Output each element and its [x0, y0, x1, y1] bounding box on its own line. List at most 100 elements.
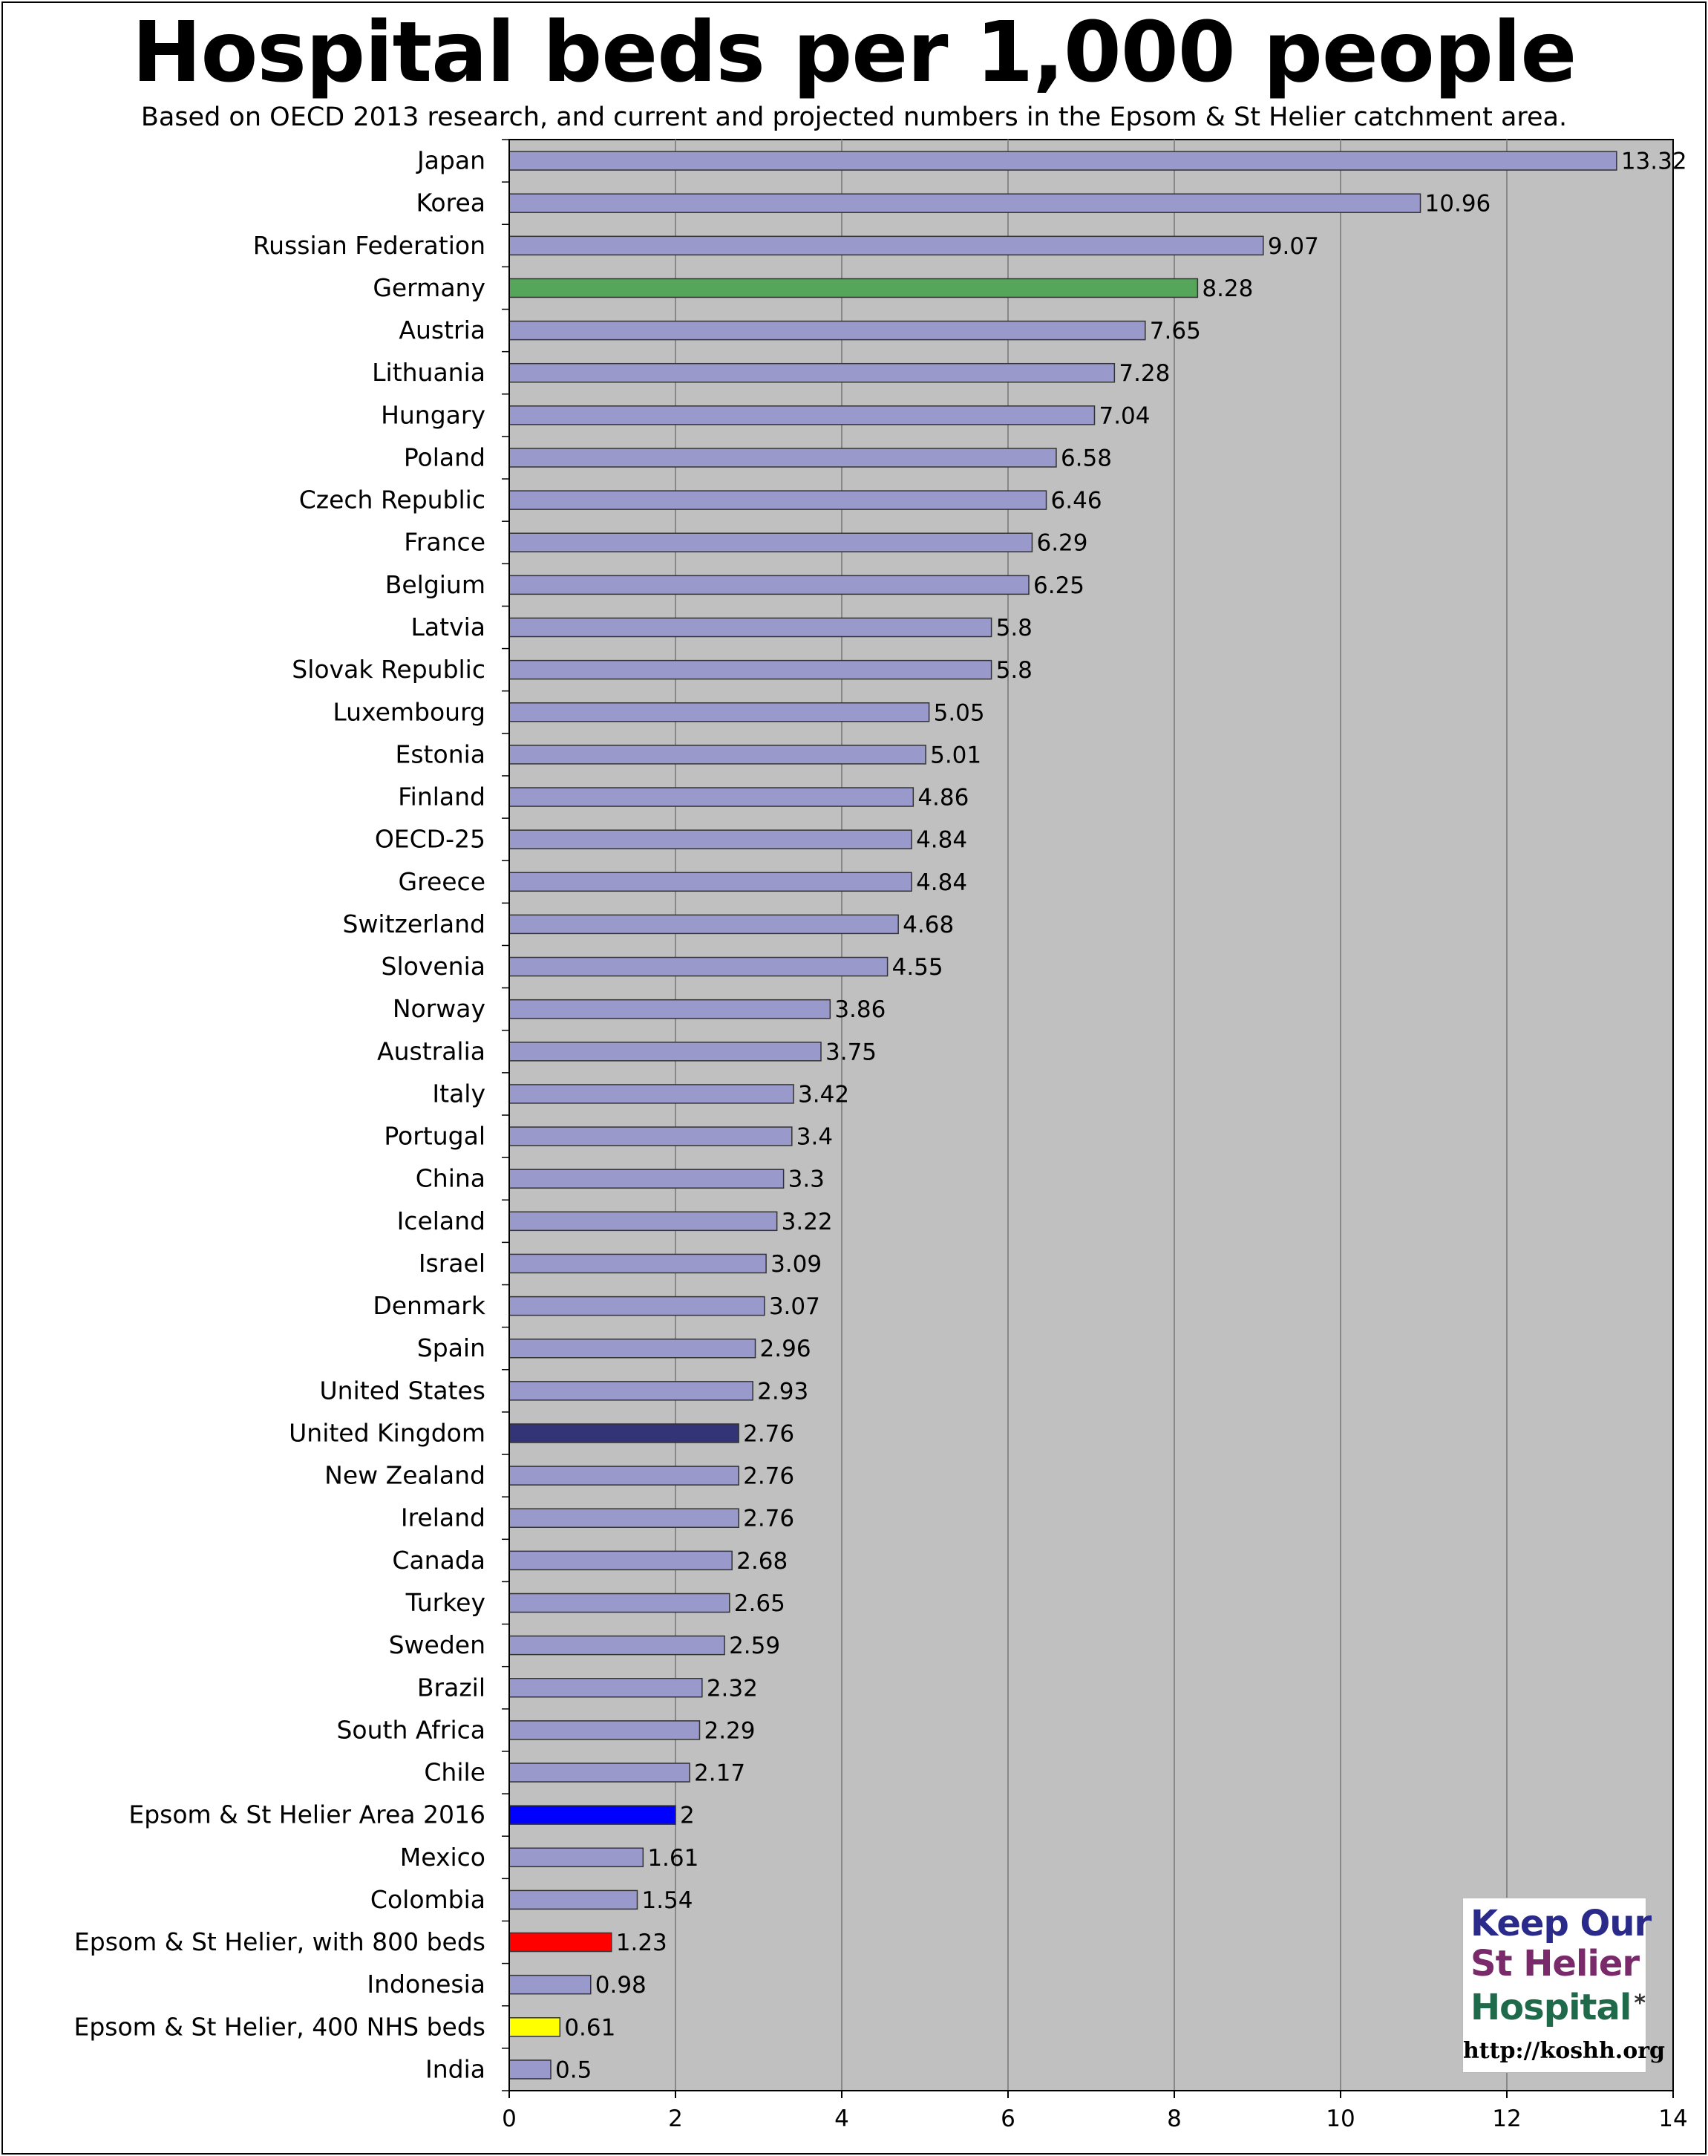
logo-asterisk: * — [1634, 1990, 1646, 2016]
value-label: 0.98 — [595, 1972, 647, 1999]
category-label: Germany — [373, 273, 485, 302]
value-label: 4.84 — [916, 869, 967, 896]
category-label: Japan — [416, 146, 485, 175]
value-label: 1.23 — [616, 1930, 667, 1956]
category-label: United States — [320, 1376, 485, 1405]
bar-iceland — [508, 1211, 778, 1232]
bar-russian-federation — [508, 235, 1264, 256]
logo-line-3: Hospital * — [1470, 1984, 1646, 2027]
value-label: 4.86 — [917, 785, 969, 811]
bar-china — [508, 1169, 785, 1189]
category-label: Israel — [419, 1249, 485, 1278]
bar-israel — [508, 1253, 767, 1274]
category-label: Chile — [424, 1758, 485, 1787]
bar-germany — [508, 278, 1199, 298]
value-label: 5.8 — [996, 615, 1033, 641]
category-label: Czech Republic — [299, 486, 485, 514]
value-label: 9.07 — [1268, 233, 1319, 260]
category-label: France — [404, 528, 485, 557]
category-label: Epsom & St Helier, 400 NHS beds — [73, 2012, 485, 2041]
category-label: Poland — [404, 442, 485, 471]
value-label: 3.22 — [782, 1209, 833, 1235]
category-label: Slovak Republic — [292, 655, 485, 684]
bar-poland — [508, 448, 1057, 468]
value-label: 2.93 — [757, 1378, 808, 1405]
category-label: Ireland — [401, 1503, 485, 1532]
category-label: Canada — [392, 1546, 485, 1575]
bar-new-zealand — [508, 1466, 739, 1486]
chart-title: Hospital beds per 1,000 people — [131, 4, 1577, 101]
bar-epsom-st-helier-area-2016 — [508, 1805, 676, 1825]
bar-spain — [508, 1338, 756, 1359]
bar-japan — [508, 151, 1617, 171]
value-label: 2.76 — [743, 1506, 794, 1532]
category-label: United Kingdom — [289, 1418, 485, 1447]
category-label: Iceland — [397, 1206, 485, 1235]
value-label: 3.4 — [796, 1124, 833, 1151]
category-label: Finland — [398, 783, 485, 811]
category-label: India — [425, 2054, 485, 2083]
value-label: 6.29 — [1036, 530, 1087, 557]
value-label: 0.5 — [555, 2057, 592, 2083]
category-label: Hungary — [381, 400, 485, 429]
category-label: Greece — [399, 867, 485, 896]
value-label: 2.68 — [736, 1548, 788, 1575]
plot-area — [508, 139, 1674, 2091]
bar-luxembourg — [508, 702, 930, 722]
value-label: 7.65 — [1150, 318, 1201, 344]
x-tick-label: 6 — [1001, 2106, 1015, 2132]
bar-czech-republic — [508, 490, 1047, 510]
value-label: 13.32 — [1621, 148, 1687, 175]
category-label: Estonia — [396, 739, 485, 768]
value-label: 8.28 — [1202, 275, 1253, 302]
category-label: Lithuania — [372, 358, 485, 387]
value-label: 6.25 — [1033, 572, 1084, 599]
category-label: Luxembourg — [333, 697, 485, 726]
bar-ireland — [508, 1508, 739, 1528]
category-label: Epsom & St Helier, with 800 beds — [74, 1927, 485, 1956]
bar-turkey — [508, 1592, 730, 1613]
bar-latvia — [508, 617, 992, 638]
bar-korea — [508, 193, 1421, 213]
value-label: 2.59 — [729, 1633, 780, 1659]
category-label: Brazil — [417, 1673, 485, 1702]
bar-portugal — [508, 1126, 793, 1146]
x-tick-label: 8 — [1167, 2106, 1182, 2132]
category-label: Denmark — [373, 1291, 486, 1320]
value-label: 3.09 — [770, 1251, 822, 1278]
category-label: Sweden — [389, 1630, 485, 1659]
bar-belgium — [508, 575, 1030, 595]
bar-austria — [508, 320, 1146, 341]
category-label: Austria — [399, 316, 485, 344]
chart-subtitle: Based on OECD 2013 research, and current… — [140, 102, 1568, 132]
bar-lithuania — [508, 362, 1116, 383]
koshh-logo: Keep Our St Helier Hospital * http://kosh… — [1462, 1898, 1665, 2073]
category-label: Switzerland — [343, 909, 486, 938]
category-label: New Zealand — [324, 1461, 485, 1490]
category-label: Norway — [393, 994, 485, 1023]
value-label: 5.01 — [930, 742, 981, 768]
category-label: Belgium — [385, 570, 485, 599]
category-label: Portugal — [384, 1122, 485, 1151]
value-label: 2.17 — [694, 1760, 745, 1787]
value-label: 3.75 — [825, 1039, 877, 1065]
bar-norway — [508, 999, 831, 1019]
value-label: 2.96 — [760, 1336, 811, 1362]
x-tick-label: 12 — [1492, 2106, 1521, 2132]
bar-colombia — [508, 1889, 638, 1910]
bar-estonia — [508, 745, 926, 765]
bar-greece — [508, 872, 912, 892]
value-label: 2 — [680, 1803, 695, 1829]
category-label: Indonesia — [367, 1970, 485, 1999]
value-label: 2.65 — [734, 1590, 785, 1617]
value-label: 10.96 — [1425, 191, 1491, 218]
category-label: Latvia — [411, 612, 485, 641]
bar-united-states — [508, 1381, 753, 1401]
value-label: 3.86 — [834, 996, 886, 1023]
bar-brazil — [508, 1678, 703, 1698]
bar-oecd-25 — [508, 829, 912, 849]
x-tick-label: 0 — [502, 2106, 517, 2132]
bar-slovenia — [508, 956, 889, 977]
category-label: China — [416, 1164, 485, 1193]
bar-canada — [508, 1550, 733, 1571]
